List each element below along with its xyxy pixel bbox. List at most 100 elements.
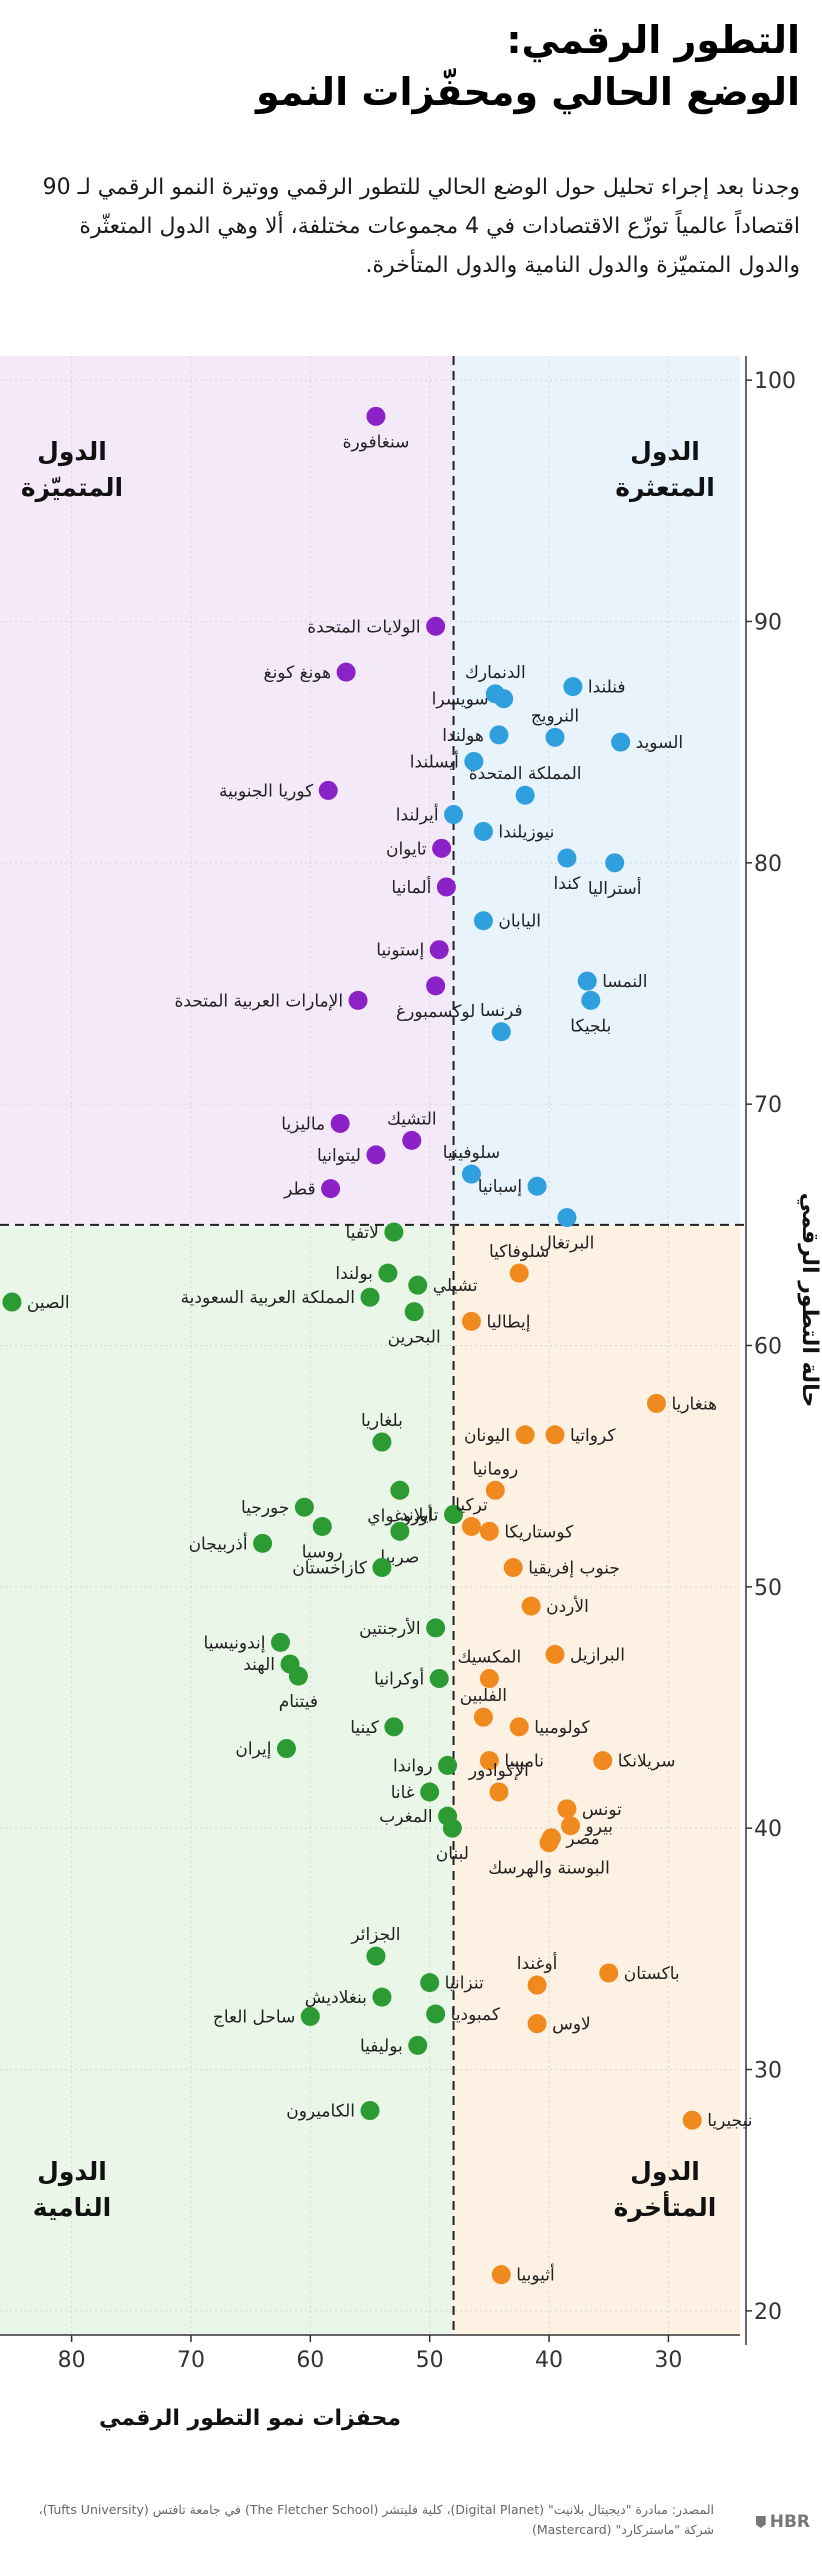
point-label: جورجيا [241, 1498, 289, 1518]
point-label: إسبانيا [478, 1177, 522, 1197]
x-tick-label: 70 [177, 2348, 205, 2373]
point-label: ليتوانيا [317, 1146, 361, 1166]
data-point [276, 1739, 296, 1759]
data-point [527, 1975, 547, 1995]
data-point [563, 677, 583, 697]
data-point [426, 616, 446, 636]
data-point [384, 1222, 404, 1242]
point-label: لاتفيا [346, 1223, 379, 1243]
data-point [489, 725, 509, 745]
x-axis-title: محفزات نمو التطور الرقمي [99, 2406, 401, 2431]
data-point [372, 1987, 392, 2007]
data-point [429, 1669, 449, 1689]
point-label: سويسرا [432, 690, 489, 710]
data-point [509, 1263, 529, 1283]
point-label: البوسنة والهرسك [488, 1859, 610, 1879]
data-point [294, 1497, 314, 1517]
point-label: إستونيا [376, 941, 424, 961]
point-label: روسيا [302, 1543, 343, 1563]
data-point [321, 1179, 341, 1199]
data-point [436, 877, 456, 897]
point-label: فنلندا [588, 678, 626, 698]
data-point [300, 2006, 320, 2026]
x-tick-label: 50 [416, 2348, 444, 2373]
data-point [461, 1311, 481, 1331]
point-label: تونس [582, 1800, 622, 1820]
point-label: رومانيا [472, 1459, 518, 1479]
point-label: بيرو [585, 1817, 613, 1837]
point-label: الجزائر [350, 1925, 400, 1945]
point-label: رواندا [393, 1756, 433, 1776]
quadrant-label-break-out-line2: النامية [33, 2193, 111, 2222]
point-label: البرازيل [570, 1645, 625, 1665]
data-point [515, 1425, 535, 1445]
intro-paragraph: وجدنا بعد إجراء تحليل حول الوضع الحالي ل… [42, 175, 800, 278]
data-point [444, 805, 464, 825]
data-point [438, 1755, 458, 1775]
point-label: هنغاريا [671, 1394, 717, 1414]
data-point [429, 940, 449, 960]
data-point [473, 821, 493, 841]
point-label: كينيا [350, 1718, 380, 1738]
hbr-logo-text: HBR [769, 2512, 810, 2532]
data-point [557, 1208, 577, 1228]
quadrant-bg-bottom-right [453, 1224, 740, 2335]
data-point [318, 780, 338, 800]
point-label: نيجيريا [707, 2111, 752, 2131]
point-label: الأردن [546, 1596, 589, 1617]
y-tick-label: 30 [754, 2059, 782, 2084]
point-label: هونغ كونغ [264, 663, 332, 683]
data-point [390, 1521, 410, 1541]
point-label: جنوب إفريقيا [528, 1559, 620, 1579]
point-label: لوكسمبورغ [396, 1002, 475, 1022]
quadrant-bg-bottom-left [0, 1224, 454, 2335]
data-point [539, 1833, 559, 1853]
point-label: هولندا [442, 726, 484, 746]
point-label: كوريا الجنوبية [219, 781, 314, 801]
point-label: أذربيجان [189, 1532, 248, 1554]
data-point [384, 1717, 404, 1737]
point-label: غانا [391, 1783, 415, 1803]
source-note: المصدر: مبادرة "ديجيتال بلانيت" (Digital… [38, 2502, 714, 2537]
point-label: أوكرانيا [374, 1668, 424, 1690]
data-point [479, 1751, 499, 1771]
data-point [577, 971, 597, 991]
x-tick-label: 60 [296, 2348, 324, 2373]
point-label: ناميبيا [504, 1752, 544, 1772]
point-label: مصر [565, 1829, 599, 1849]
point-label: فرنسا [480, 1001, 523, 1021]
point-label: قطر [283, 1180, 315, 1200]
point-label: بولندا [335, 1264, 372, 1284]
point-label: أيسلندا [410, 750, 459, 772]
point-label: اليابان [498, 912, 541, 932]
data-point [432, 838, 452, 858]
data-point [390, 1480, 410, 1500]
data-point [366, 1145, 386, 1165]
data-point [503, 1558, 523, 1578]
data-point [515, 785, 535, 805]
data-point [288, 1666, 308, 1686]
data-point [545, 1644, 565, 1664]
point-label: سنغافورة [343, 432, 410, 452]
data-point [253, 1533, 273, 1553]
point-label: الولايات المتحدة [307, 617, 420, 637]
point-label: الصين [27, 1293, 70, 1313]
point-label: أثيوبيا [516, 2264, 554, 2286]
point-label: كازاخستان [292, 1559, 368, 1579]
title-line-1: التطور الرقمي: [506, 18, 800, 62]
data-point [605, 853, 625, 873]
quadrant-label-break-out-line1: الدول [37, 2157, 107, 2187]
data-point [366, 406, 386, 426]
point-label: تايلاند [400, 1505, 439, 1525]
point-label: إيطاليا [486, 1312, 530, 1332]
point-label: الإكوادور [468, 1761, 529, 1781]
point-label: أستراليا [588, 877, 642, 899]
quadrant-bg-top-right [453, 356, 740, 1225]
data-point [444, 1504, 464, 1524]
point-label: لبنان [436, 1844, 469, 1864]
point-label: ساحل العاج [213, 2007, 295, 2027]
y-axis-title: حالة التطور الرقمي [797, 1193, 822, 1408]
data-point [545, 727, 565, 747]
data-point [464, 751, 484, 771]
hbr-shield-icon [755, 2516, 766, 2528]
